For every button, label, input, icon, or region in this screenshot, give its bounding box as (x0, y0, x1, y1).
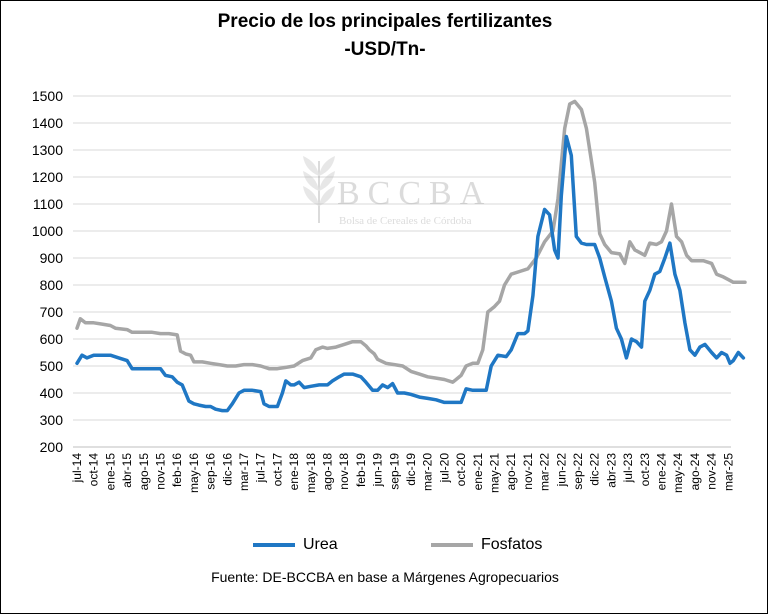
x-tick-label: nov-24 (705, 453, 719, 490)
x-tick-label: ago-24 (688, 453, 702, 491)
x-tick-label: jul-17 (254, 453, 268, 484)
y-tick-label: 400 (40, 385, 64, 401)
x-tick-label: dic-19 (404, 453, 418, 486)
x-tick-label: jun-22 (554, 453, 568, 488)
y-tick-label: 1200 (32, 169, 63, 185)
watermark-logo-text: BCCBA (337, 175, 492, 212)
x-tick-label: ene-21 (471, 453, 485, 491)
x-tick-label: may-18 (304, 453, 318, 493)
x-tick-label: oct-17 (270, 453, 284, 487)
x-tick-label: ago-21 (504, 453, 518, 491)
x-tick-label: may-16 (187, 453, 201, 493)
y-tick-label: 1000 (32, 223, 63, 239)
watermark-tagline: Bolsa de Cereales de Córdoba (339, 215, 472, 227)
x-tick-label: may-21 (488, 453, 502, 493)
series-lines (75, 99, 747, 413)
x-tick-label: sep-22 (571, 453, 585, 490)
x-tick-label: feb-16 (170, 453, 184, 487)
x-tick-label: abr-23 (604, 453, 618, 488)
x-tick-label: may-24 (671, 453, 685, 493)
x-tick-label: jun-19 (371, 453, 385, 488)
x-tick-label: ago-15 (137, 453, 151, 491)
y-tick-label: 1100 (33, 196, 63, 212)
x-tick-label: nov-18 (337, 453, 351, 490)
x-tick-label: abr-15 (120, 453, 134, 488)
y-tick-label: 1500 (32, 88, 63, 104)
y-tick-label: 600 (40, 331, 64, 347)
legend-item-fosfatos: Fosfatos (431, 536, 542, 554)
y-tick-label: 1400 (32, 115, 63, 131)
series-line-urea (75, 134, 746, 413)
x-tick-label: ene-15 (103, 453, 117, 491)
x-tick-label: feb-19 (354, 453, 368, 487)
y-tick-label: 200 (40, 439, 64, 455)
x-tick-label: ene-18 (287, 453, 301, 491)
x-tick-label: oct-23 (638, 453, 652, 487)
y-tick-label: 500 (40, 358, 64, 374)
legend-swatch-fosfatos (431, 543, 473, 547)
x-tick-label: sep-16 (204, 453, 218, 490)
x-tick-label: jul-14 (70, 453, 84, 484)
x-tick-label: mar-17 (237, 453, 251, 491)
legend-swatch-urea (253, 543, 295, 547)
source-note: Fuente: DE-BCCBA en base a Márgenes Agro… (211, 569, 559, 585)
x-tick-label: ago-18 (321, 453, 335, 491)
x-tick-label: mar-20 (421, 453, 435, 491)
legend-label-fosfatos: Fosfatos (481, 536, 543, 553)
y-tick-label: 1300 (32, 142, 63, 158)
y-tick-label: 300 (40, 412, 64, 428)
x-tick-label: oct-14 (87, 453, 101, 487)
x-tick-label: mar-22 (538, 453, 552, 491)
x-axis-ticks: jul-14 oct-14 ene-15 abr-15 ago-15 nov-15 feb-… (70, 453, 735, 493)
y-axis-ticks: 200 300 400 500 600 700 800 900 1000 1100 1200 1300… (32, 88, 63, 455)
x-tick-label: mar-25 (721, 453, 735, 491)
x-tick-label: oct-20 (454, 453, 468, 487)
wheat-icon (303, 156, 335, 223)
x-tick-label: jul-23 (621, 453, 635, 484)
legend-item-urea: Urea (253, 536, 338, 554)
x-tick-label: sep-19 (387, 453, 401, 490)
legend-label-urea: Urea (303, 536, 338, 553)
x-tick-label: dic-16 (220, 453, 234, 486)
series-line-fosfatos (75, 99, 747, 384)
x-tick-label: dic-22 (588, 453, 602, 486)
chart-subtitle: -USD/Tn- (344, 39, 426, 60)
x-tick-label: jul-20 (437, 453, 451, 484)
x-tick-label: ene-24 (655, 453, 669, 491)
y-tick-label: 900 (40, 250, 64, 266)
chart-title: Precio de los principales fertilizantes (217, 11, 553, 32)
x-tick-label: nov-21 (521, 453, 535, 490)
bccba-watermark: BCCBA Bolsa de Cereales de Córdoba (303, 156, 492, 227)
x-tick-label: nov-15 (154, 453, 168, 490)
y-tick-label: 700 (40, 304, 64, 320)
y-tick-label: 800 (40, 277, 64, 293)
